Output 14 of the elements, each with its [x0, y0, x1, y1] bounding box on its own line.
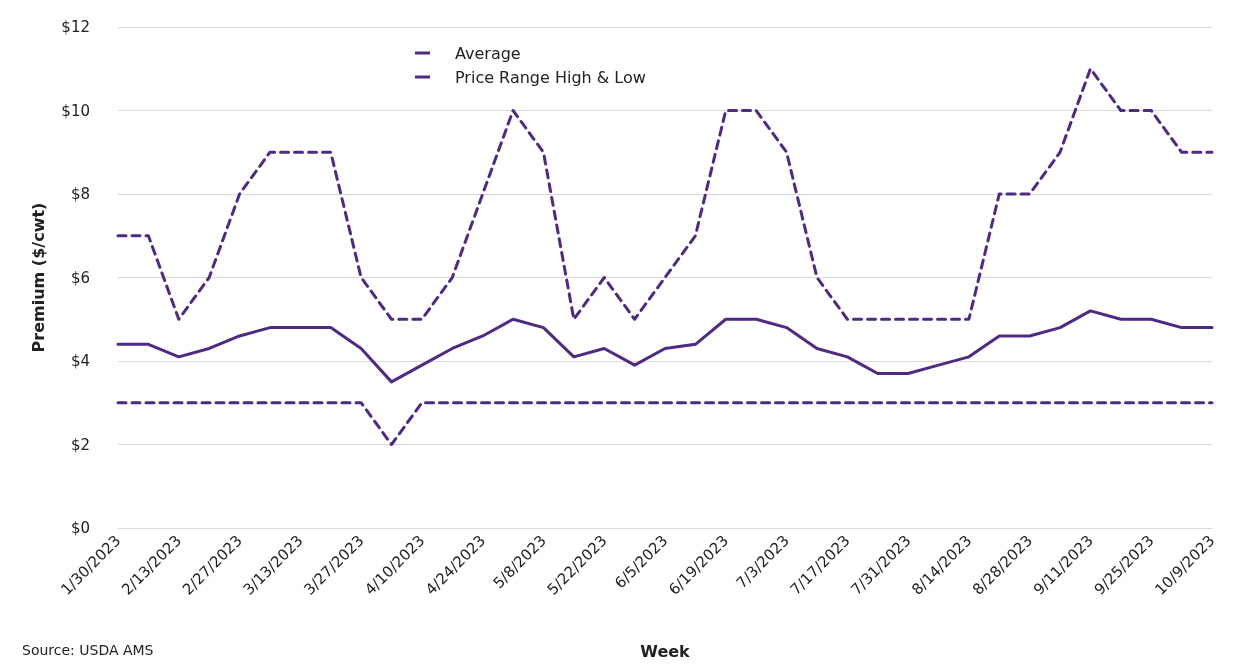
- x-axis-title: Week: [640, 641, 691, 661]
- y-tick-label: $4: [70, 352, 90, 370]
- legend-label: Price Range High & Low: [455, 67, 646, 87]
- y-tick-label: $6: [70, 268, 90, 287]
- line-series: [116, 67, 1214, 321]
- y-axis-title: Premium ($/cwt): [28, 202, 48, 353]
- y-tick-label: $12: [61, 18, 90, 36]
- y-tick-label: $10: [61, 101, 90, 120]
- y-tick-label: $0: [70, 519, 90, 537]
- y-tick-label: $8: [70, 185, 90, 203]
- source-note: Source: USDA AMS: [22, 642, 154, 658]
- y-tick-label: $2: [70, 435, 90, 454]
- line-series: [116, 309, 1214, 384]
- legend-label: Average: [455, 43, 521, 63]
